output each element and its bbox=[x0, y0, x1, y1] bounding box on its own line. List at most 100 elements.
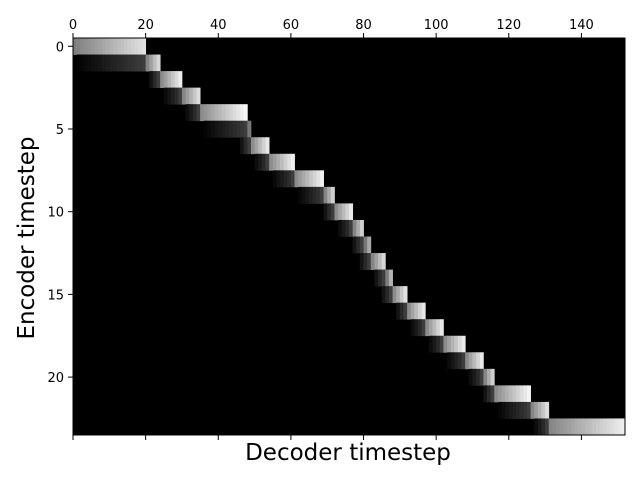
heatmap-cells bbox=[73, 38, 626, 436]
heatmap-cell bbox=[83, 54, 88, 72]
heatmap-cell bbox=[363, 253, 368, 270]
heatmap-cell bbox=[370, 253, 375, 270]
heatmap-cell bbox=[359, 253, 364, 270]
y-tick-label: 5 bbox=[56, 123, 64, 138]
heatmap-cell bbox=[349, 219, 354, 237]
heatmap-cell bbox=[123, 38, 128, 55]
heatmap-cell bbox=[207, 104, 212, 122]
heatmap-cell bbox=[229, 104, 234, 122]
heatmap-cell bbox=[149, 54, 154, 72]
heatmap-cell bbox=[334, 203, 339, 221]
heatmap-cell bbox=[83, 38, 88, 55]
heatmap-cell bbox=[319, 170, 324, 188]
heatmap-cell bbox=[218, 120, 223, 138]
heatmap-cell bbox=[112, 54, 117, 72]
heatmap-cell bbox=[280, 170, 285, 188]
heatmap-cell bbox=[221, 120, 226, 138]
heatmap-cell bbox=[588, 418, 593, 436]
heatmap-cell bbox=[494, 385, 499, 403]
heatmap-cell bbox=[367, 253, 372, 270]
heatmap-cell bbox=[98, 38, 103, 55]
heatmap-cell bbox=[374, 253, 379, 270]
heatmap-cell bbox=[414, 319, 419, 337]
heatmap-cell bbox=[581, 418, 586, 436]
heatmap-cell bbox=[80, 38, 85, 55]
heatmap-cell bbox=[236, 120, 241, 138]
heatmap-cell bbox=[407, 302, 412, 320]
heatmap-cell bbox=[174, 71, 179, 89]
x-tick-label: 40 bbox=[210, 18, 227, 33]
heatmap-cell bbox=[221, 104, 226, 122]
heatmap-cell bbox=[185, 87, 190, 105]
heatmap-cell bbox=[490, 385, 495, 403]
heatmap-cell bbox=[214, 120, 219, 138]
heatmap-cell bbox=[363, 236, 368, 254]
heatmap-cell bbox=[240, 120, 245, 138]
heatmap-cell bbox=[512, 385, 517, 403]
heatmap-cell bbox=[189, 87, 194, 105]
heatmap-cell bbox=[388, 286, 393, 304]
heatmap-cell bbox=[345, 203, 350, 221]
heatmap-cell bbox=[203, 104, 208, 122]
heatmap-cell bbox=[432, 319, 437, 337]
heatmap-cell bbox=[537, 401, 542, 419]
heatmap-cell bbox=[428, 335, 433, 353]
heatmap-cell bbox=[436, 335, 441, 353]
x-tick-label: 140 bbox=[569, 18, 594, 33]
heatmap-cell bbox=[574, 418, 579, 436]
y-tick-label: 10 bbox=[47, 206, 64, 221]
heatmap-cell bbox=[403, 302, 408, 320]
heatmap-cell bbox=[203, 120, 208, 138]
heatmap-cell bbox=[131, 38, 136, 55]
heatmap-cell bbox=[149, 71, 154, 89]
heatmap-cell bbox=[167, 87, 172, 105]
heatmap-cell bbox=[171, 87, 176, 105]
y-tick-label: 20 bbox=[47, 371, 64, 386]
y-tick-label: 0 bbox=[56, 40, 64, 55]
heatmap-cell bbox=[378, 253, 383, 270]
heatmap-cell bbox=[399, 286, 404, 304]
heatmap-cell bbox=[305, 186, 310, 204]
x-axis-bottom-ticks bbox=[72, 435, 582, 440]
heatmap-cell bbox=[345, 219, 350, 237]
heatmap-cell bbox=[465, 352, 470, 370]
heatmap-cell bbox=[552, 418, 557, 436]
heatmap-cell bbox=[516, 385, 521, 403]
heatmap-cell bbox=[566, 418, 571, 436]
x-tick-label: 120 bbox=[496, 18, 521, 33]
heatmap-cell bbox=[541, 401, 546, 419]
heatmap-cell bbox=[483, 385, 488, 403]
heatmap-cell bbox=[185, 104, 190, 122]
heatmap-cell bbox=[457, 352, 462, 370]
heatmap-cell bbox=[330, 186, 335, 204]
heatmap-cell bbox=[421, 319, 426, 337]
heatmap-cell bbox=[479, 368, 484, 386]
heatmap-cell bbox=[479, 352, 484, 370]
heatmap-cell bbox=[261, 137, 266, 155]
heatmap-cell bbox=[290, 153, 295, 171]
heatmap-cell bbox=[585, 418, 590, 436]
y-tick-label: 15 bbox=[47, 288, 64, 303]
heatmap-cell bbox=[410, 302, 415, 320]
x-tick-label: 0 bbox=[69, 18, 77, 33]
heatmap-cell bbox=[461, 335, 466, 353]
heatmap-cell bbox=[112, 38, 117, 55]
heatmap-cell bbox=[181, 87, 186, 105]
heatmap-cell bbox=[80, 54, 85, 72]
heatmap-cell bbox=[211, 120, 216, 138]
heatmap-cell bbox=[323, 203, 328, 221]
heatmap-cell bbox=[359, 236, 364, 254]
heatmap-cell bbox=[290, 170, 295, 188]
heatmap-cell bbox=[472, 352, 477, 370]
heatmap-cell bbox=[403, 286, 408, 304]
heatmap-cell bbox=[490, 368, 495, 386]
heatmap-cell bbox=[450, 335, 455, 353]
heatmap-cell bbox=[454, 335, 459, 353]
heatmap-cell bbox=[73, 38, 78, 55]
heatmap-cell bbox=[254, 137, 259, 155]
heatmap-cell bbox=[545, 418, 550, 436]
heatmap-cell bbox=[330, 203, 335, 221]
heatmap-cell bbox=[385, 286, 390, 304]
heatmap-cell bbox=[200, 104, 205, 122]
heatmap-cell bbox=[570, 418, 575, 436]
